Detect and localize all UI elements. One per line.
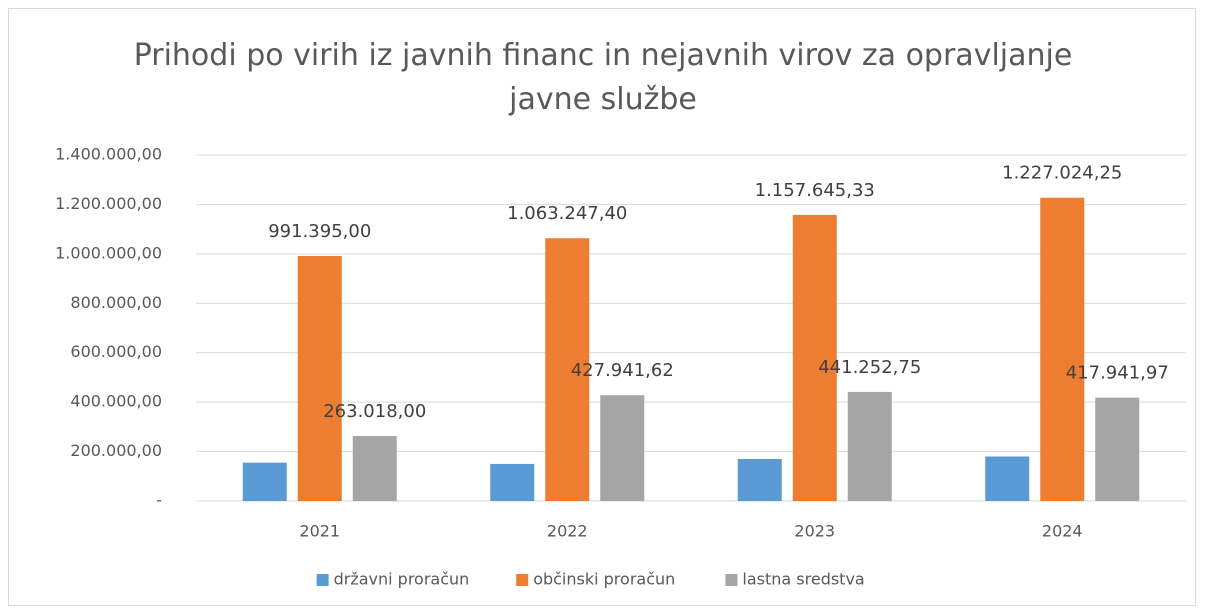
- data-label: 1.063.247,40: [507, 203, 627, 224]
- legend-swatch: [516, 574, 529, 586]
- y-tick-label: 1.200.000,00: [55, 194, 162, 213]
- data-label: 417.941,97: [1066, 363, 1169, 384]
- legend-swatch: [725, 574, 738, 586]
- chart-title: Prihodi po virih iz javnih financ in nej…: [133, 38, 1073, 117]
- x-tick-label: 2022: [547, 522, 588, 541]
- y-tick-label: -: [156, 491, 162, 510]
- y-tick-label: 400.000,00: [70, 392, 162, 411]
- bar: [242, 462, 287, 501]
- y-tick-label: 800.000,00: [70, 293, 162, 312]
- bar: [1095, 397, 1140, 501]
- legend-label: občinski proračun: [533, 570, 675, 589]
- legend-swatch: [316, 574, 329, 586]
- data-label: 263.018,00: [323, 401, 426, 422]
- data-label: 1.227.024,25: [1002, 163, 1122, 184]
- bar: [545, 238, 590, 501]
- bar: [297, 255, 342, 501]
- legend-label: lastna sredstva: [742, 570, 864, 589]
- legend-label: državni proračun: [334, 570, 470, 589]
- bar: [600, 395, 645, 501]
- chart-frame: [8, 8, 1196, 606]
- bar: [1040, 197, 1085, 501]
- data-label: 427.941,62: [571, 360, 674, 381]
- bar: [792, 214, 837, 501]
- data-label: 441.252,75: [818, 357, 921, 378]
- x-tick-label: 2021: [299, 522, 340, 541]
- bar: [490, 463, 535, 501]
- data-label: 1.157.645,33: [755, 180, 875, 201]
- y-tick-label: 1.400.000,00: [55, 145, 162, 164]
- y-tick-label: 200.000,00: [70, 441, 162, 460]
- y-tick-label: 1.000.000,00: [55, 243, 162, 262]
- bar: [352, 435, 397, 501]
- bar: [985, 456, 1030, 501]
- y-tick-label: 600.000,00: [70, 342, 162, 361]
- x-tick-label: 2024: [1042, 522, 1083, 541]
- bar: [737, 458, 782, 501]
- data-label: 991.395,00: [268, 221, 371, 242]
- bar: [847, 391, 892, 501]
- x-tick-label: 2023: [794, 522, 835, 541]
